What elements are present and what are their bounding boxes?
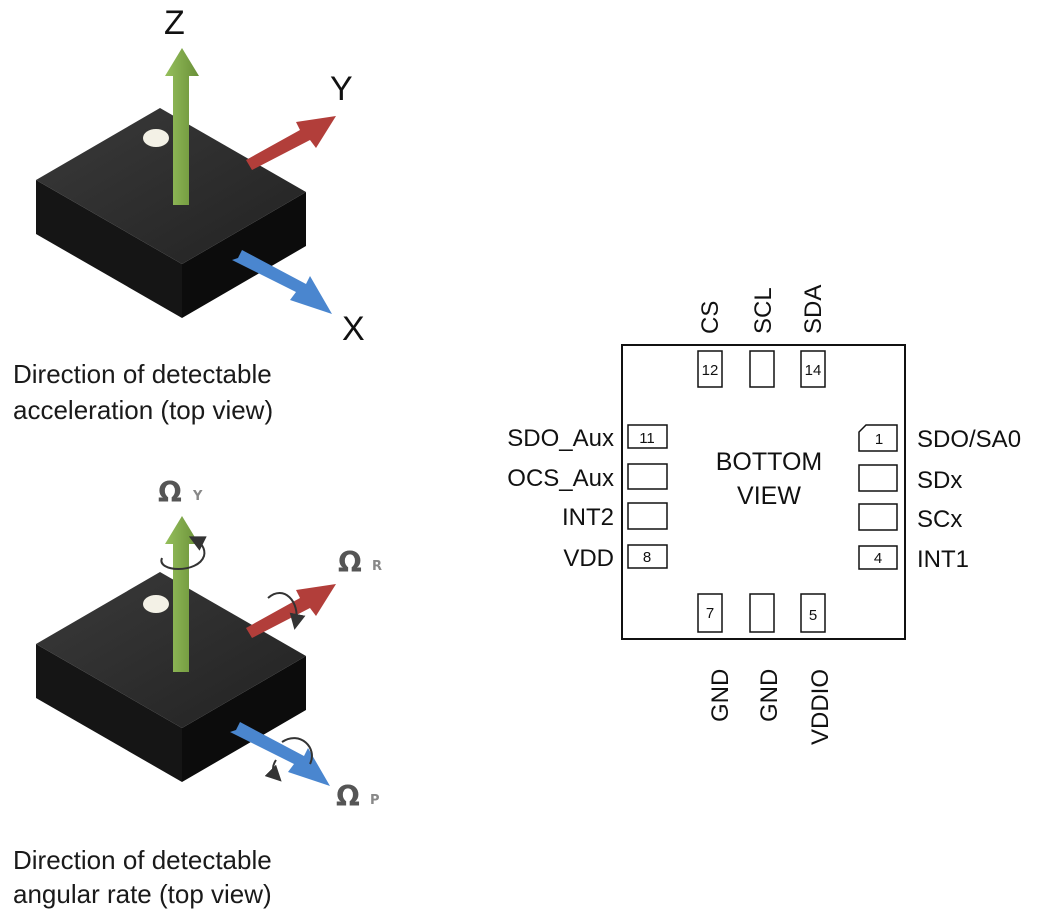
accel-z-arrow bbox=[165, 48, 199, 205]
package-outline bbox=[621, 344, 906, 640]
signal-scl: SCL bbox=[750, 287, 777, 334]
omega-roll-sub: R bbox=[372, 559, 382, 574]
accel-x-label: X bbox=[342, 310, 365, 348]
pad-14 bbox=[800, 350, 826, 388]
gyro-yaw-arrow bbox=[165, 516, 199, 672]
package-center-line1: BOTTOM bbox=[716, 448, 822, 476]
signal-vddio: VDDIO bbox=[807, 669, 834, 745]
gyro-pitch-arrow bbox=[230, 722, 330, 786]
package-center-line2: VIEW bbox=[737, 482, 801, 510]
pad-5-number: 5 bbox=[809, 607, 817, 624]
gyro-roll-arrow bbox=[246, 584, 336, 638]
signal-sda: SDA bbox=[800, 285, 827, 334]
signal-gnd-1: GND bbox=[707, 669, 734, 722]
accel-x-arrow bbox=[232, 250, 332, 314]
pad-13 bbox=[749, 350, 775, 388]
signal-scx: SCx bbox=[917, 506, 962, 533]
signal-int1: INT1 bbox=[917, 546, 969, 573]
accel-chip-group: Z Y X bbox=[36, 4, 365, 348]
signal-int2: INT2 bbox=[562, 504, 614, 531]
pad-6 bbox=[749, 593, 775, 633]
pad-5 bbox=[800, 593, 826, 633]
pad-8-number: 8 bbox=[643, 549, 651, 566]
accel-chip-front-face bbox=[36, 180, 182, 318]
omega-roll-symbol: Ω bbox=[338, 546, 362, 579]
signal-sdo-aux: SDO_Aux bbox=[507, 425, 614, 452]
gyro-caption-line2: angular rate (top view) bbox=[13, 879, 272, 909]
pitch-rotation-icon bbox=[273, 737, 313, 776]
pad-4 bbox=[858, 545, 898, 570]
signal-ocs-aux: OCS_Aux bbox=[507, 465, 614, 492]
pad-10 bbox=[627, 463, 668, 490]
signal-sdo-sa0: SDO/SA0 bbox=[917, 426, 1021, 453]
yaw-rotation-icon bbox=[160, 536, 207, 570]
accel-caption-line2: acceleration (top view) bbox=[13, 395, 274, 425]
pad-7-number: 7 bbox=[706, 605, 714, 622]
pad-11-number: 11 bbox=[639, 430, 655, 447]
pad-12 bbox=[697, 350, 723, 388]
accel-y-arrow bbox=[246, 116, 336, 170]
signal-cs: CS bbox=[697, 301, 724, 334]
pad-1 bbox=[858, 424, 898, 452]
pad-7 bbox=[697, 593, 723, 633]
signal-vdd: VDD bbox=[563, 545, 614, 572]
pad-8 bbox=[627, 544, 668, 569]
gyro-chip-group: Ω Y Ω R Ω P bbox=[36, 476, 382, 813]
signal-gnd-2: GND bbox=[756, 669, 783, 722]
omega-pitch-symbol: Ω bbox=[336, 780, 360, 813]
pad-9 bbox=[627, 502, 668, 530]
gyro-caption-line1: Direction of detectable bbox=[13, 845, 272, 875]
pad-3 bbox=[858, 503, 898, 531]
pad-4-number: 4 bbox=[874, 550, 882, 567]
pad-12-number: 12 bbox=[702, 362, 719, 379]
gyro-pin1-dot bbox=[143, 595, 169, 613]
omega-pitch-sub: P bbox=[370, 793, 380, 808]
accel-caption-line1: Direction of detectable bbox=[13, 359, 272, 389]
gyro-chip-top-face bbox=[36, 572, 306, 728]
pad-2 bbox=[858, 464, 898, 492]
pad-11 bbox=[627, 424, 668, 449]
signal-sdx: SDx bbox=[917, 467, 962, 494]
gyro-chip-right-face bbox=[182, 656, 306, 782]
accel-pin1-dot bbox=[143, 129, 169, 147]
accel-chip-top-face bbox=[36, 108, 306, 264]
package-bottom-view: BOTTOM VIEW 12 14 7 5 11 8 1 4 CS SCL SD… bbox=[507, 285, 1021, 745]
gyro-chip-front-face bbox=[36, 644, 182, 782]
pad-1-number: 1 bbox=[875, 431, 883, 448]
omega-yaw-sub: Y bbox=[192, 489, 203, 504]
roll-rotation-icon bbox=[267, 592, 306, 630]
accel-y-label: Y bbox=[330, 70, 353, 108]
pad-14-number: 14 bbox=[805, 362, 822, 379]
omega-yaw-symbol: Ω bbox=[158, 476, 182, 509]
accel-z-label: Z bbox=[164, 4, 185, 42]
